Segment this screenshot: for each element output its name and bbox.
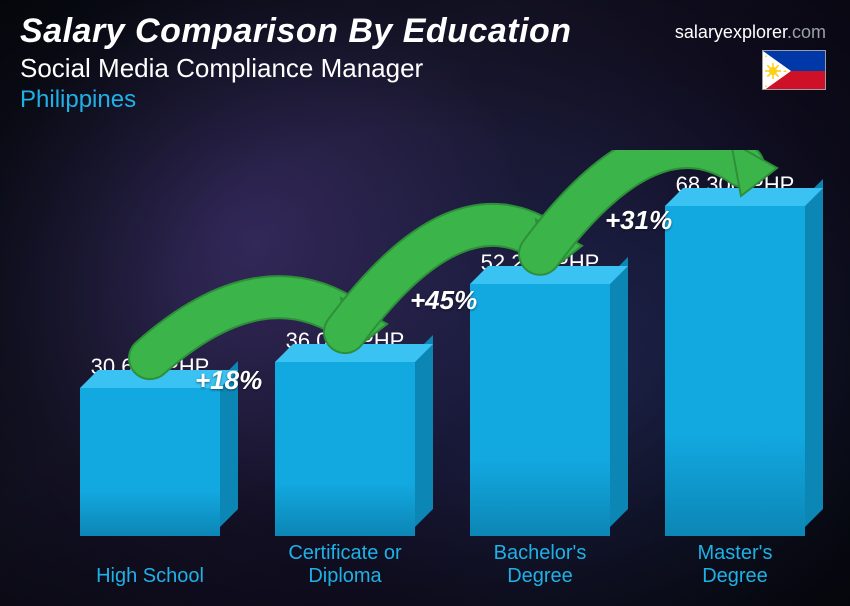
flag-rays	[765, 63, 781, 79]
x-axis-labels: High School Certificate orDiploma Bachelor…	[40, 538, 800, 588]
x-axis-label: High School	[60, 565, 240, 588]
bar-side	[805, 179, 823, 527]
bar: 36,000 PHP	[275, 328, 415, 536]
bar-front	[80, 388, 220, 536]
bar: 68,300 PHP	[665, 172, 805, 536]
bar-side	[610, 257, 628, 527]
watermark-suffix: .com	[787, 22, 826, 42]
bar-body	[80, 388, 220, 536]
country-label: Philippines	[20, 86, 830, 114]
bar-body	[470, 284, 610, 536]
increase-pct-label: +45%	[410, 285, 477, 316]
bar-front	[275, 362, 415, 536]
bar-top	[665, 188, 805, 206]
x-axis-label: Master'sDegree	[645, 542, 825, 588]
bar: 52,200 PHP	[470, 250, 610, 536]
bar-top	[470, 266, 610, 284]
x-axis-label: Certificate orDiploma	[255, 542, 435, 588]
bar-front	[470, 284, 610, 536]
bar-top	[275, 344, 415, 362]
infographic-canvas: Salary Comparison By Education Social Me…	[0, 0, 850, 606]
bar-body	[665, 206, 805, 536]
bar-body	[275, 362, 415, 536]
bar-front	[665, 206, 805, 536]
increase-pct-label: +18%	[195, 365, 262, 396]
bar-chart: 30,600 PHP36,000 PHP52,200 PHP68,300 PHP…	[40, 150, 800, 588]
x-axis-label: Bachelor'sDegree	[450, 542, 630, 588]
watermark-brand: salaryexplorer	[675, 22, 787, 42]
bars-container: 30,600 PHP36,000 PHP52,200 PHP68,300 PHP	[40, 150, 800, 536]
increase-pct-label: +31%	[605, 205, 672, 236]
flag-philippines	[762, 50, 826, 90]
watermark: salaryexplorer.com	[675, 22, 826, 43]
page-subtitle: Social Media Compliance Manager	[20, 53, 830, 84]
